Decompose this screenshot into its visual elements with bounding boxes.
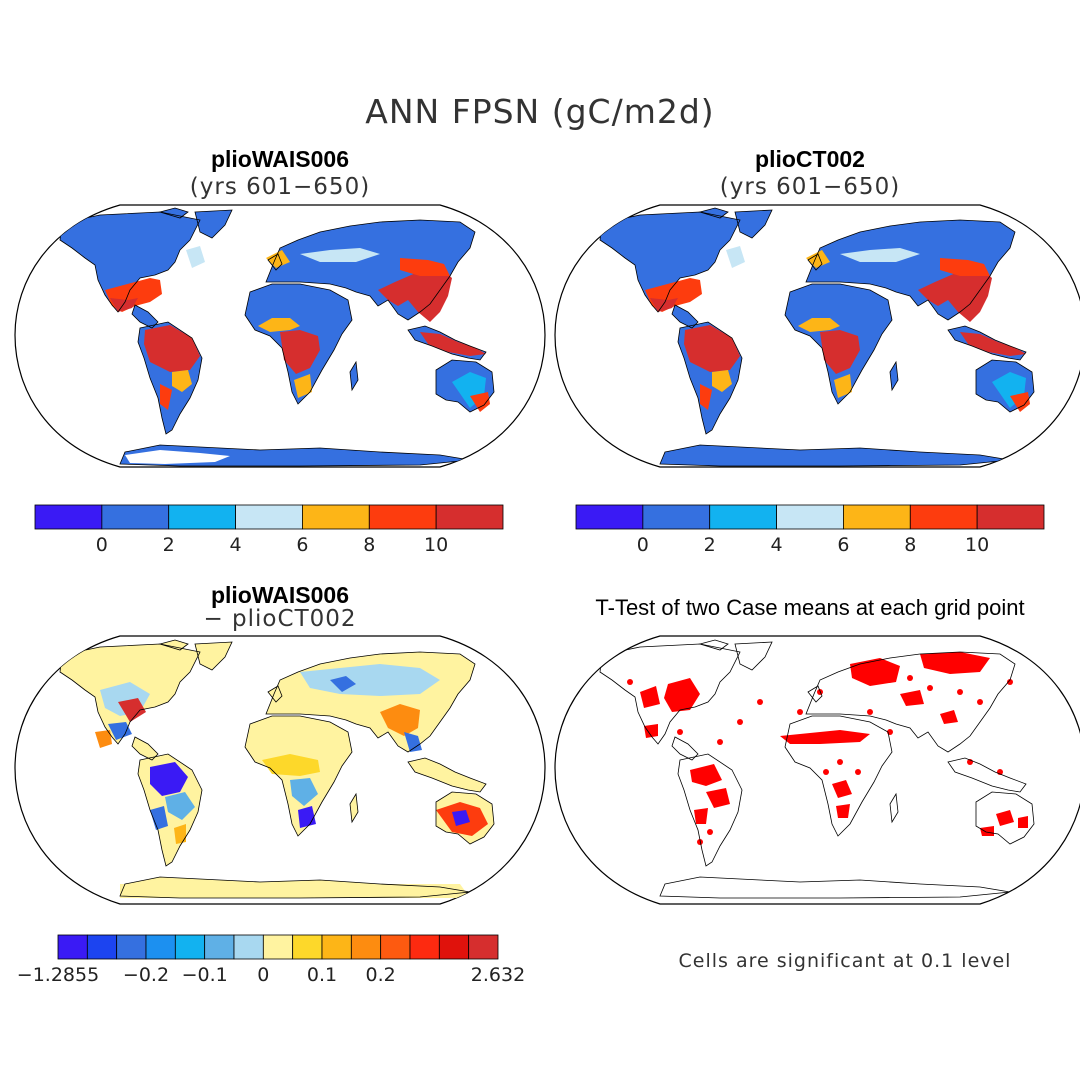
- colorbar-tr-swatch-2: [709, 504, 777, 530]
- colorbar-tr-swatch-1: [642, 504, 711, 530]
- colorbar-tl-swatch-6: [435, 504, 504, 530]
- colorbar-tr-swatch-6: [976, 504, 1045, 530]
- panel-subtitle-top-left: (yrs 601−650): [189, 174, 371, 200]
- colorbar-bl-swatch-12: [409, 934, 440, 960]
- colorbar-bl-swatch-1: [86, 934, 118, 960]
- colorbar-top-right: 0 2 4 6 8 10: [575, 504, 1045, 556]
- colorbar-bl-swatch-11: [380, 934, 411, 960]
- colorbar-tr-tick-label: 4: [771, 534, 783, 556]
- colorbar-bl-tick-label: −1.2855: [17, 964, 99, 986]
- colorbar-tr-tick-label: 8: [904, 534, 916, 556]
- colorbar-tr-swatch-4: [843, 504, 911, 530]
- colorbar-bl-swatch-8: [292, 934, 323, 960]
- colorbar-bl-tick-label: 2.632: [471, 964, 525, 986]
- map-bottom-right: [554, 635, 1080, 905]
- colorbar-tr-tick-label: 0: [637, 534, 649, 556]
- colorbar-tl-tick-label: 0: [96, 534, 108, 556]
- colorbar-bl-swatch-7: [262, 934, 294, 960]
- colorbar-top-left: 0 2 4 6 8 10: [34, 504, 504, 556]
- colorbar-tr-swatch-0: [575, 504, 644, 530]
- colorbar-bl-swatch-6: [233, 934, 264, 960]
- colorbar-tl-tick-label: 8: [363, 534, 375, 556]
- panel-title-bottom-left: plioWAIS006: [210, 582, 350, 608]
- colorbar-bl-tick-label: −0.2: [123, 964, 169, 986]
- panel-title-top-right: plioCT002: [755, 146, 865, 172]
- colorbar-bl-swatch-4: [174, 934, 206, 960]
- colorbar-tl-swatch-1: [101, 504, 170, 530]
- colorbar-tl-swatch-4: [302, 504, 370, 530]
- colorbar-tl-swatch-0: [34, 504, 103, 530]
- colorbar-tr-tick-label: 6: [837, 534, 849, 556]
- colorbar-tl-tick-label: 6: [296, 534, 308, 556]
- colorbar-bl-tick-label: 0: [257, 964, 269, 986]
- significance-note: Cells are significant at 0.1 level: [678, 950, 1012, 972]
- colorbar-tl-tick-label: 10: [424, 534, 448, 556]
- colorbar-tl-swatch-5: [368, 504, 437, 530]
- panel-title-bottom-right: T-Test of two Case means at each grid po…: [595, 595, 1025, 620]
- colorbar-tl-tick-label: 4: [230, 534, 242, 556]
- panel-title-top-left: plioWAIS006: [210, 146, 350, 172]
- colorbar-tr-swatch-3: [776, 504, 844, 530]
- colorbar-bl-swatch-10: [350, 934, 382, 960]
- colorbar-tl-tick-label: 2: [163, 534, 175, 556]
- map-top-right: [554, 204, 1080, 468]
- productivity-high-top-left: [105, 246, 490, 464]
- colorbar-tr-tick-label: 10: [965, 534, 989, 556]
- significant-cells: [627, 652, 1028, 845]
- difference-patches: [95, 664, 488, 898]
- colorbar-bl-swatch-2: [116, 934, 147, 960]
- colorbar-tl-swatch-3: [235, 504, 303, 530]
- colorbar-bottom-left: −1.2855 −0.2 −0.1 0 0.1 0.2 2.632: [17, 934, 525, 986]
- colorbar-bl-swatch-3: [145, 934, 176, 960]
- colorbar-tr-swatch-5: [909, 504, 978, 530]
- colorbar-bl-swatch-9: [321, 934, 352, 960]
- colorbar-bl-tick-label: −0.1: [182, 964, 228, 986]
- productivity-high-top-right: [645, 246, 1030, 412]
- colorbar-bl-swatch-5: [204, 934, 235, 960]
- panel-subtitle-top-right: (yrs 601−650): [719, 174, 901, 200]
- panel-subtitle-bottom-left: − plioCT002: [203, 606, 357, 632]
- colorbar-bl-tick-label: 0.1: [307, 964, 337, 986]
- colorbar-bl-swatch-14: [468, 934, 499, 960]
- map-bottom-left: [14, 635, 546, 905]
- colorbar-bl-tick-label: 0.2: [366, 964, 396, 986]
- colorbar-bl-swatch-13: [438, 934, 470, 960]
- map-top-left: [14, 204, 546, 468]
- figure-title: ANN FPSN (gC/m2d): [365, 92, 715, 131]
- colorbar-tl-swatch-2: [168, 504, 236, 530]
- colorbar-tr-tick-label: 2: [704, 534, 716, 556]
- colorbar-bl-swatch-0: [57, 934, 88, 960]
